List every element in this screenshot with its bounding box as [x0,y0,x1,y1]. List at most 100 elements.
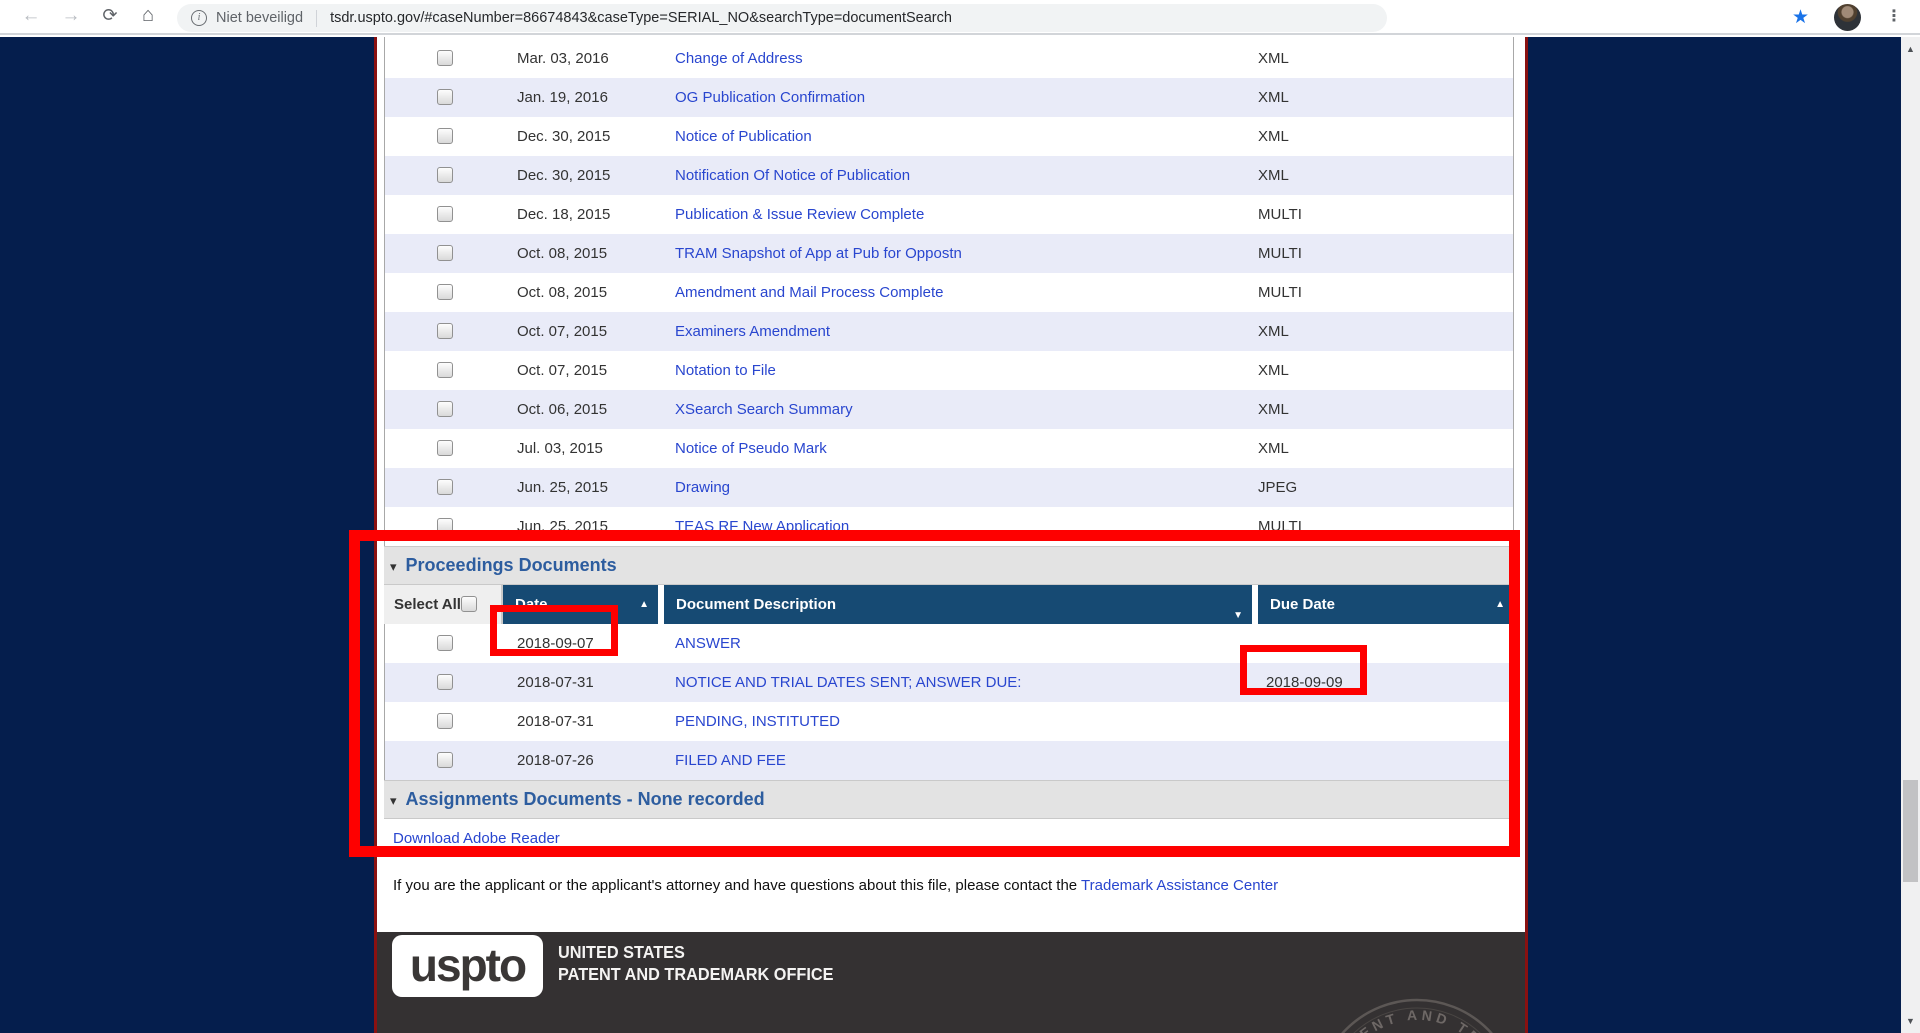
refresh-icon[interactable]: ⟳ [102,5,118,25]
document-type: JPEG [1258,479,1298,496]
proceeding-date: 2018-09-07 [517,635,594,652]
document-date: Jan. 19, 2016 [517,89,608,106]
forward-icon[interactable]: → [61,5,81,26]
document-type: XML [1258,362,1289,379]
trademark-assistance-center-link[interactable]: Trademark Assistance Center [1081,877,1279,894]
column-header-due-date[interactable]: Due Date ▲ [1255,585,1514,624]
omnibox-divider [316,9,318,27]
proceeding-date: 2018-07-26 [517,752,594,769]
document-link[interactable]: OG Publication Confirmation [675,89,866,106]
document-link[interactable]: Notice of Publication [675,128,812,145]
document-date: Jul. 03, 2015 [517,440,603,457]
assignments-section-header[interactable]: ▾ Assignments Documents - None recorded [384,780,1514,819]
column-header-description[interactable]: Document Description ▼ [661,585,1252,624]
document-link[interactable]: Amendment and Mail Process Complete [675,284,944,301]
document-date: Dec. 18, 2015 [517,206,611,223]
row-checkbox[interactable] [437,128,453,144]
row-checkbox[interactable] [437,362,453,378]
table-row: Oct. 07, 2015 Notation to File XML [385,351,1513,390]
home-icon[interactable]: ⌂ [141,4,155,26]
download-adobe-reader-link[interactable]: Download Adobe Reader [393,830,560,847]
back-icon[interactable]: ← [21,5,41,26]
document-date: Oct. 07, 2015 [517,323,608,340]
section-title: Proceedings Documents [405,555,617,575]
document-type: MULTI [1258,206,1302,223]
select-all-checkbox[interactable] [461,596,477,612]
document-type: MULTI [1258,518,1302,535]
document-date: Oct. 06, 2015 [517,401,608,418]
row-checkbox[interactable] [437,206,453,222]
document-date: Oct. 08, 2015 [517,245,608,262]
table-row: 2018-07-31 NOTICE AND TRIAL DATES SENT; … [385,663,1513,702]
row-checkbox[interactable] [437,479,453,495]
scrollbar[interactable]: ▲ ▼ [1901,37,1920,1033]
scroll-down-icon[interactable]: ▼ [1906,1016,1915,1026]
document-date: Oct. 08, 2015 [517,284,608,301]
document-link[interactable]: TRAM Snapshot of App at Pub for Oppostn [675,245,962,262]
row-checkbox[interactable] [437,284,453,300]
url-text[interactable]: tsdr.uspto.gov/#caseNumber=86674843&case… [330,10,952,26]
url-bar[interactable]: i Niet beveiligd tsdr.uspto.gov/#caseNum… [177,4,1387,32]
document-link[interactable]: Notice of Pseudo Mark [675,440,827,457]
proceeding-date: 2018-07-31 [517,674,594,691]
table-row: Oct. 08, 2015 TRAM Snapshot of App at Pu… [385,234,1513,273]
browser-menu-icon[interactable]: ⋮ [1886,8,1902,25]
table-row: Jan. 19, 2016 OG Publication Confirmatio… [385,78,1513,117]
proceeding-document-link[interactable]: PENDING, INSTITUTED [675,713,841,730]
browser-toolbar: ← → ⟳ ⌂ i Niet beveiligd tsdr.uspto.gov/… [0,0,1920,35]
document-type: XML [1258,128,1289,145]
row-checkbox[interactable] [437,167,453,183]
row-checkbox[interactable] [437,518,453,534]
document-date: Mar. 03, 2016 [517,50,609,67]
uspto-seal-icon: PATENT AND TRAD [1277,962,1496,1033]
table-row: Oct. 06, 2015 XSearch Search Summary XML [385,390,1513,429]
proceeding-due-date: 2018-09-09 [1266,674,1343,691]
row-checkbox[interactable] [437,440,453,456]
scroll-up-icon[interactable]: ▲ [1906,44,1915,54]
document-link[interactable]: TEAS RF New Application [675,518,850,535]
row-checkbox[interactable] [437,674,453,690]
row-checkbox[interactable] [437,401,453,417]
row-checkbox[interactable] [437,323,453,339]
document-link[interactable]: Notation to File [675,362,776,379]
document-link[interactable]: XSearch Search Summary [675,401,853,418]
document-link[interactable]: Examiners Amendment [675,323,831,340]
document-type: MULTI [1258,245,1302,262]
document-date: Dec. 30, 2015 [517,128,611,145]
tsdr-content: Mar. 03, 2016 Change of Address XML Jan.… [374,37,1528,1033]
document-link[interactable]: Change of Address [675,50,803,67]
document-type: XML [1258,89,1289,106]
row-checkbox[interactable] [437,635,453,651]
column-header-date[interactable]: Date ▲ [503,585,658,624]
document-type: XML [1258,167,1289,184]
row-checkbox[interactable] [437,245,453,261]
scrollbar-thumb[interactable] [1903,780,1918,882]
proceedings-section-header[interactable]: ▾ Proceedings Documents [384,546,1514,585]
table-row: 2018-07-31 PENDING, INSTITUTED [385,702,1513,741]
row-checkbox[interactable] [437,50,453,66]
table-row: Oct. 07, 2015 Examiners Amendment XML [385,312,1513,351]
proceeding-document-link[interactable]: FILED AND FEE [675,752,786,769]
table-row: Oct. 08, 2015 Amendment and Mail Process… [385,273,1513,312]
document-link[interactable]: Notification Of Notice of Publication [675,167,911,184]
profile-avatar[interactable] [1834,4,1861,31]
proceeding-document-link[interactable]: ANSWER [675,635,741,652]
table-row: Jun. 25, 2015 TEAS RF New Application MU… [385,507,1513,546]
select-all-label: Select All [394,596,461,613]
security-label: Niet beveiligd [216,10,304,26]
table-row: Dec. 18, 2015 Publication & Issue Review… [385,195,1513,234]
site-info-icon[interactable]: i [191,10,207,26]
proceeding-document-link[interactable]: NOTICE AND TRIAL DATES SENT; ANSWER DUE: [675,674,1022,691]
collapse-icon: ▾ [390,793,397,808]
document-link[interactable]: Publication & Issue Review Complete [675,206,925,223]
table-row: Dec. 30, 2015 Notification Of Notice of … [385,156,1513,195]
document-date: Dec. 30, 2015 [517,167,611,184]
bookmark-star-icon[interactable]: ★ [1792,7,1810,28]
row-checkbox[interactable] [437,89,453,105]
document-link[interactable]: Drawing [675,479,731,496]
row-checkbox[interactable] [437,713,453,729]
svg-text:PATENT AND TRAD: PATENT AND TRAD [1277,962,1496,1033]
row-checkbox[interactable] [437,752,453,768]
table-row: 2018-07-26 FILED AND FEE [385,741,1513,780]
